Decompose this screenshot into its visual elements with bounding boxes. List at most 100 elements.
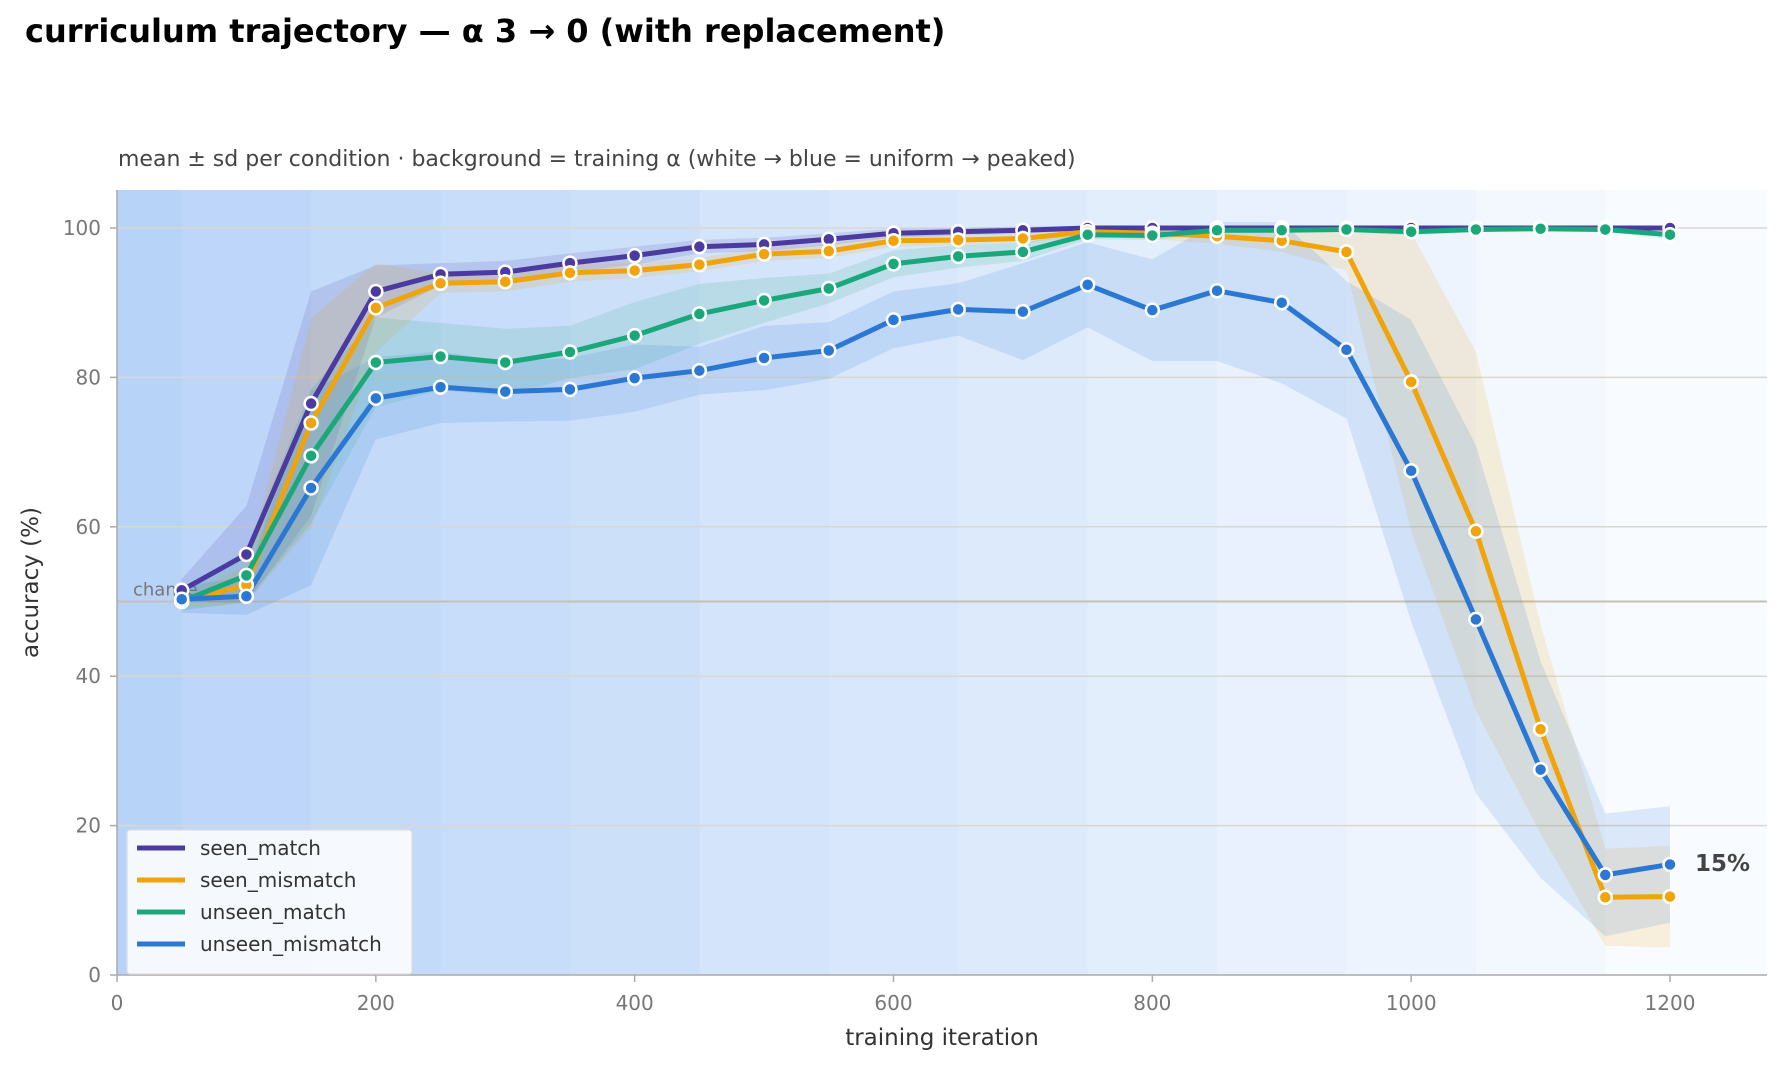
alpha-bg-strip [440, 190, 571, 975]
point-unseen_mismatch [1209, 282, 1225, 299]
point-seen_mismatch [626, 262, 643, 279]
series-lines [179, 225, 1673, 900]
point-unseen_match [1079, 226, 1096, 243]
y-tick-label: 20 [76, 814, 101, 838]
point-unseen_match [562, 344, 578, 360]
chart-title: curriculum trajectory — α 3 → 0 (with re… [25, 12, 946, 50]
alpha-bg-strip [1346, 190, 1477, 975]
point-seen_mismatch [1338, 244, 1355, 260]
series-line-seen_mismatch [179, 229, 1673, 900]
x-tick-label: 0 [111, 991, 124, 1015]
legend-label-seen_match: seen_match [200, 836, 321, 860]
point-seen_mismatch [950, 232, 966, 248]
point-seen_mismatch [1468, 523, 1484, 540]
point-unseen_match [1403, 223, 1419, 240]
point-unseen_match [303, 448, 319, 464]
point-unseen_match [497, 354, 513, 371]
legend-box [126, 829, 413, 975]
axes [116, 190, 1767, 976]
series-line-seen_match [179, 225, 1673, 593]
point-unseen_match [432, 348, 449, 365]
x-tick-label: 1000 [1386, 991, 1437, 1015]
point-unseen_match [756, 292, 772, 309]
legend-label-seen_mismatch: seen_mismatch [200, 868, 356, 892]
sd-band-unseen_mismatch [181, 222, 1671, 937]
point-seen_mismatch [691, 256, 708, 273]
point-unseen_match [1532, 220, 1549, 237]
y-tick-label: 80 [76, 365, 101, 389]
y-tick-label: 60 [76, 515, 101, 539]
point-unseen_mismatch [626, 370, 643, 386]
point-unseen_mismatch [1468, 611, 1484, 628]
series-line-unseen_mismatch [179, 282, 1673, 878]
end-value-label: 15% [1695, 851, 1750, 877]
x-tick-label: 1200 [1645, 991, 1696, 1015]
point-unseen_match [1015, 244, 1031, 260]
y-axis-title: accuracy (%) [18, 507, 44, 658]
point-unseen_mismatch [173, 591, 190, 608]
point-unseen_match [885, 256, 902, 272]
point-seen_mismatch [1532, 721, 1549, 737]
point-seen_mismatch [303, 415, 319, 431]
series-line-unseen_match [179, 226, 1673, 604]
series-points [173, 220, 1678, 906]
point-unseen_match [1468, 221, 1484, 238]
legend-label-unseen_match: unseen_match [200, 900, 346, 924]
point-seen_mismatch [432, 275, 449, 292]
x-axis-title: training iteration [845, 1025, 1039, 1051]
point-unseen_mismatch [497, 383, 513, 400]
x-tick-label: 600 [874, 991, 912, 1015]
y-tick-label: 100 [63, 216, 101, 240]
y-tick-label: 40 [76, 664, 101, 688]
point-unseen_mismatch [691, 362, 708, 379]
point-unseen_mismatch [821, 342, 837, 359]
point-unseen_mismatch [562, 381, 578, 398]
point-unseen_mismatch [1338, 342, 1355, 358]
point-seen_mismatch [1597, 889, 1614, 906]
chart-subtitle: mean ± sd per condition · background = t… [118, 147, 1076, 172]
point-unseen_mismatch [950, 301, 966, 318]
point-unseen_mismatch [303, 480, 319, 496]
point-unseen_match [1274, 222, 1290, 238]
point-unseen_mismatch [1662, 856, 1678, 873]
point-unseen_match [626, 327, 643, 344]
point-unseen_match [691, 306, 708, 322]
point-seen_mismatch [1662, 888, 1678, 905]
point-seen_mismatch [885, 232, 902, 249]
point-unseen_mismatch [1532, 761, 1549, 778]
x-tick-label: 400 [616, 991, 654, 1015]
x-tick-label: 800 [1133, 991, 1171, 1015]
point-unseen_mismatch [1144, 302, 1161, 318]
point-seen_mismatch [497, 274, 513, 290]
point-unseen_mismatch [1079, 277, 1096, 293]
point-unseen_mismatch [368, 390, 384, 407]
x-tick-label: 200 [357, 991, 395, 1015]
point-unseen_match [368, 354, 384, 371]
legend-label-unseen_mismatch: unseen_mismatch [200, 932, 382, 956]
alpha-bg-strip [1605, 190, 1768, 975]
alpha-bg-strip [1217, 190, 1347, 975]
point-unseen_mismatch [885, 312, 902, 328]
point-seen_match [368, 283, 384, 300]
point-seen_mismatch [1403, 374, 1419, 390]
legend: seen_match seen_mismatch unseen_matchunsee… [126, 829, 413, 975]
gridlines [117, 227, 1767, 827]
point-seen_mismatch [756, 246, 772, 262]
point-unseen_match [821, 280, 837, 297]
point-unseen_mismatch [432, 379, 449, 395]
point-seen_match [238, 546, 255, 563]
point-seen_mismatch [821, 243, 837, 259]
y-tick-label: 0 [88, 963, 101, 987]
point-unseen_match [238, 567, 255, 584]
point-seen_match [626, 247, 643, 264]
point-unseen_mismatch [756, 350, 772, 366]
alpha-bg-strip [1087, 190, 1218, 975]
point-unseen_match [1597, 221, 1614, 238]
point-seen_mismatch [1015, 230, 1031, 247]
point-unseen_match [1662, 226, 1678, 243]
point-unseen_mismatch [1274, 294, 1290, 311]
point-seen_mismatch [562, 265, 578, 281]
point-unseen_mismatch [238, 588, 255, 605]
point-unseen_mismatch [1403, 463, 1419, 479]
